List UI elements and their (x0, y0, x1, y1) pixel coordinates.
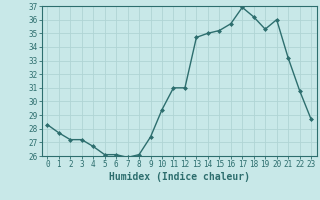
X-axis label: Humidex (Indice chaleur): Humidex (Indice chaleur) (109, 172, 250, 182)
